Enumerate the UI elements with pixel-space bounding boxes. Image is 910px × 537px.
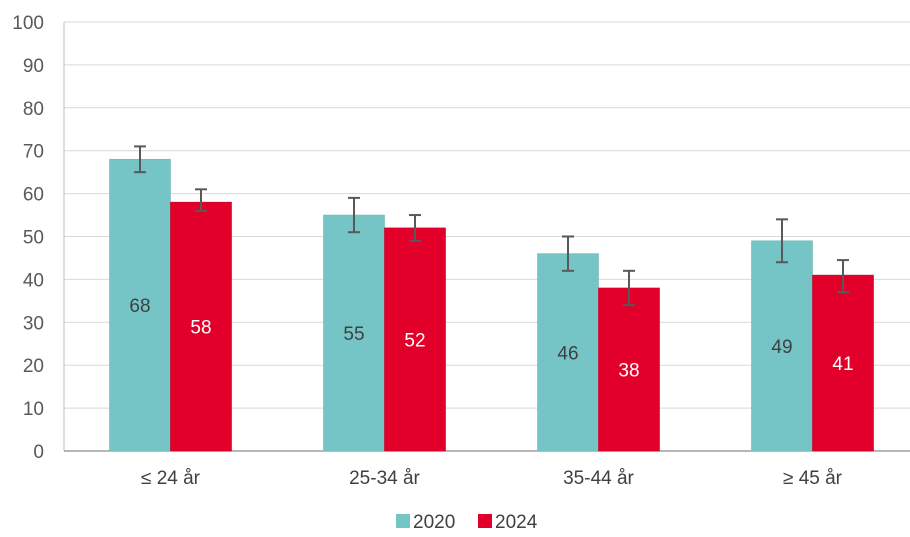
y-tick-label: 90	[23, 56, 44, 77]
legend-label: 2020	[413, 512, 455, 533]
y-tick-label: 40	[23, 270, 44, 291]
data-label: 58	[190, 318, 211, 339]
data-label: 49	[771, 337, 792, 358]
data-label: 38	[618, 360, 639, 381]
y-tick-label: 0	[33, 442, 44, 463]
bar-2024	[170, 201, 232, 452]
y-tick-label: 20	[23, 356, 44, 377]
legend-swatch-2020	[396, 514, 410, 528]
x-category-label: ≤ 24 år	[141, 468, 201, 489]
y-tick-label: 50	[23, 228, 44, 249]
y-tick-label: 30	[23, 313, 44, 334]
bar-2024	[812, 274, 874, 452]
y-tick-label: 60	[23, 185, 44, 206]
data-label: 41	[832, 354, 853, 375]
legend-swatch-2024	[478, 514, 492, 528]
y-tick-label: 70	[23, 142, 44, 163]
legend-label: 2024	[495, 512, 538, 533]
bar-2024	[598, 287, 660, 452]
data-label: 52	[404, 330, 425, 351]
y-tick-label: 10	[23, 399, 44, 420]
y-tick-label: 100	[12, 13, 44, 34]
data-label: 55	[343, 324, 364, 345]
y-tick-label: 80	[23, 99, 44, 120]
x-category-label: 35-44 år	[563, 468, 634, 489]
bar-2020	[109, 158, 171, 452]
data-label: 46	[557, 343, 578, 364]
bar-2020	[751, 240, 813, 452]
x-category-label: ≥ 45 år	[783, 468, 843, 489]
data-label: 68	[129, 296, 150, 317]
x-category-label: 25-34 år	[349, 468, 420, 489]
